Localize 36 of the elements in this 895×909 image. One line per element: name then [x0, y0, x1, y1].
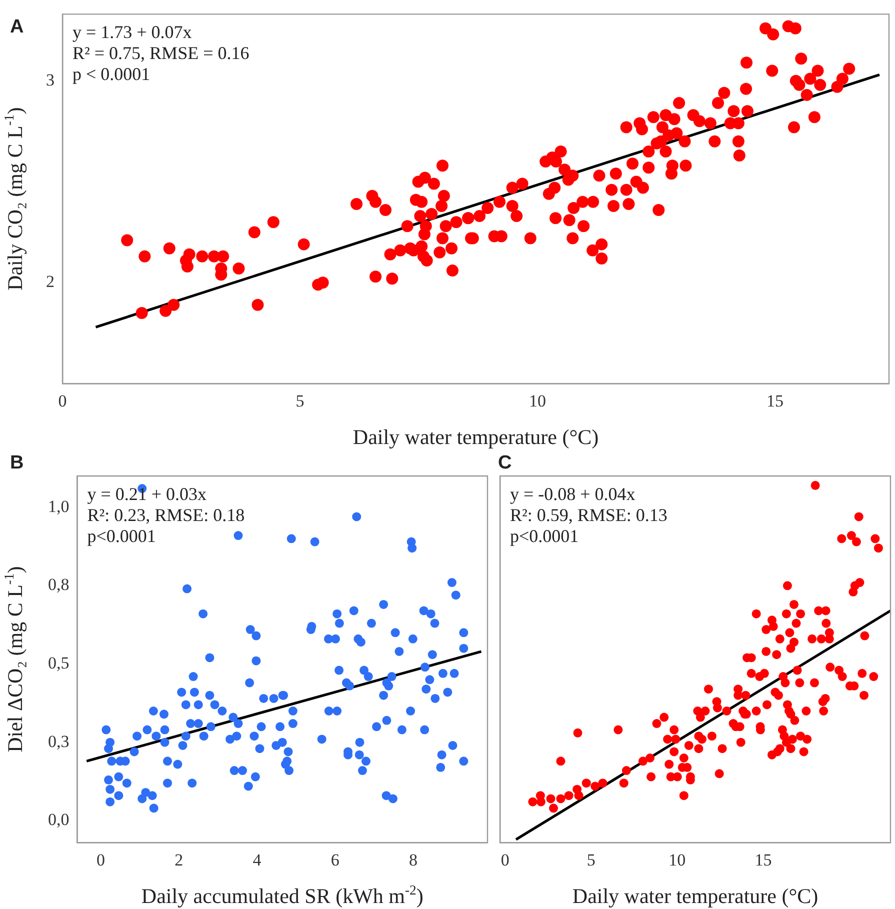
annotation: R²: 0.59, RMSE: 0.13 — [510, 505, 668, 525]
x-axis-title: Daily water temperature (°C) — [572, 884, 818, 908]
x-tick-label: 6 — [330, 850, 340, 870]
x-tick-label: 5 — [586, 850, 596, 870]
y-axis-title: Daily CO₂ (mg C L-1) — [2, 107, 27, 290]
x-tick-label: 10 — [668, 850, 686, 870]
y-tick-label: 0,0 — [48, 810, 70, 830]
x-tick-label: 15 — [754, 850, 772, 870]
x-tick-label: 10 — [529, 391, 546, 410]
annotation: p<0.0001 — [510, 526, 579, 546]
x-tick-label: 5 — [296, 391, 304, 410]
y-tick-label: 2 — [46, 272, 54, 292]
annotation: y = 0.21 + 0.03x — [87, 484, 207, 504]
y-tick-label: 3 — [46, 70, 54, 90]
annotation: p < 0.0001 — [72, 64, 150, 84]
x-axis-title: Daily water temperature (°C) — [352, 425, 599, 449]
x-tick-label: 2 — [174, 850, 184, 870]
x-tick-label: 0 — [500, 850, 510, 870]
y-tick-label: 0,3 — [48, 732, 70, 751]
chart-title: B — [10, 452, 24, 474]
annotation: p<0.0001 — [87, 526, 156, 546]
annotation: y = -0.08 + 0.04x — [510, 484, 636, 504]
x-tick-label: 15 — [766, 391, 784, 410]
y-tick-label: 0,5 — [48, 653, 70, 672]
annotation: R² = 0.75, RMSE = 0.16 — [72, 43, 250, 64]
y-axis-title: Diel ΔCO₂ (mg C L-1) — [2, 566, 27, 752]
chart-title: A — [10, 16, 24, 38]
annotation: y = 1.73 + 0.07x — [72, 22, 192, 42]
annotation: R²: 0.23, RMSE: 0.18 — [87, 505, 245, 525]
x-tick-label: 4 — [252, 850, 262, 870]
y-tick-label: 1,0 — [48, 496, 70, 516]
x-tick-label: 0 — [58, 391, 67, 410]
x-tick-label: 0 — [96, 850, 105, 870]
y-tick-label: 0,8 — [48, 575, 70, 594]
chart-title: C — [498, 452, 512, 474]
x-tick-label: 8 — [409, 850, 418, 870]
